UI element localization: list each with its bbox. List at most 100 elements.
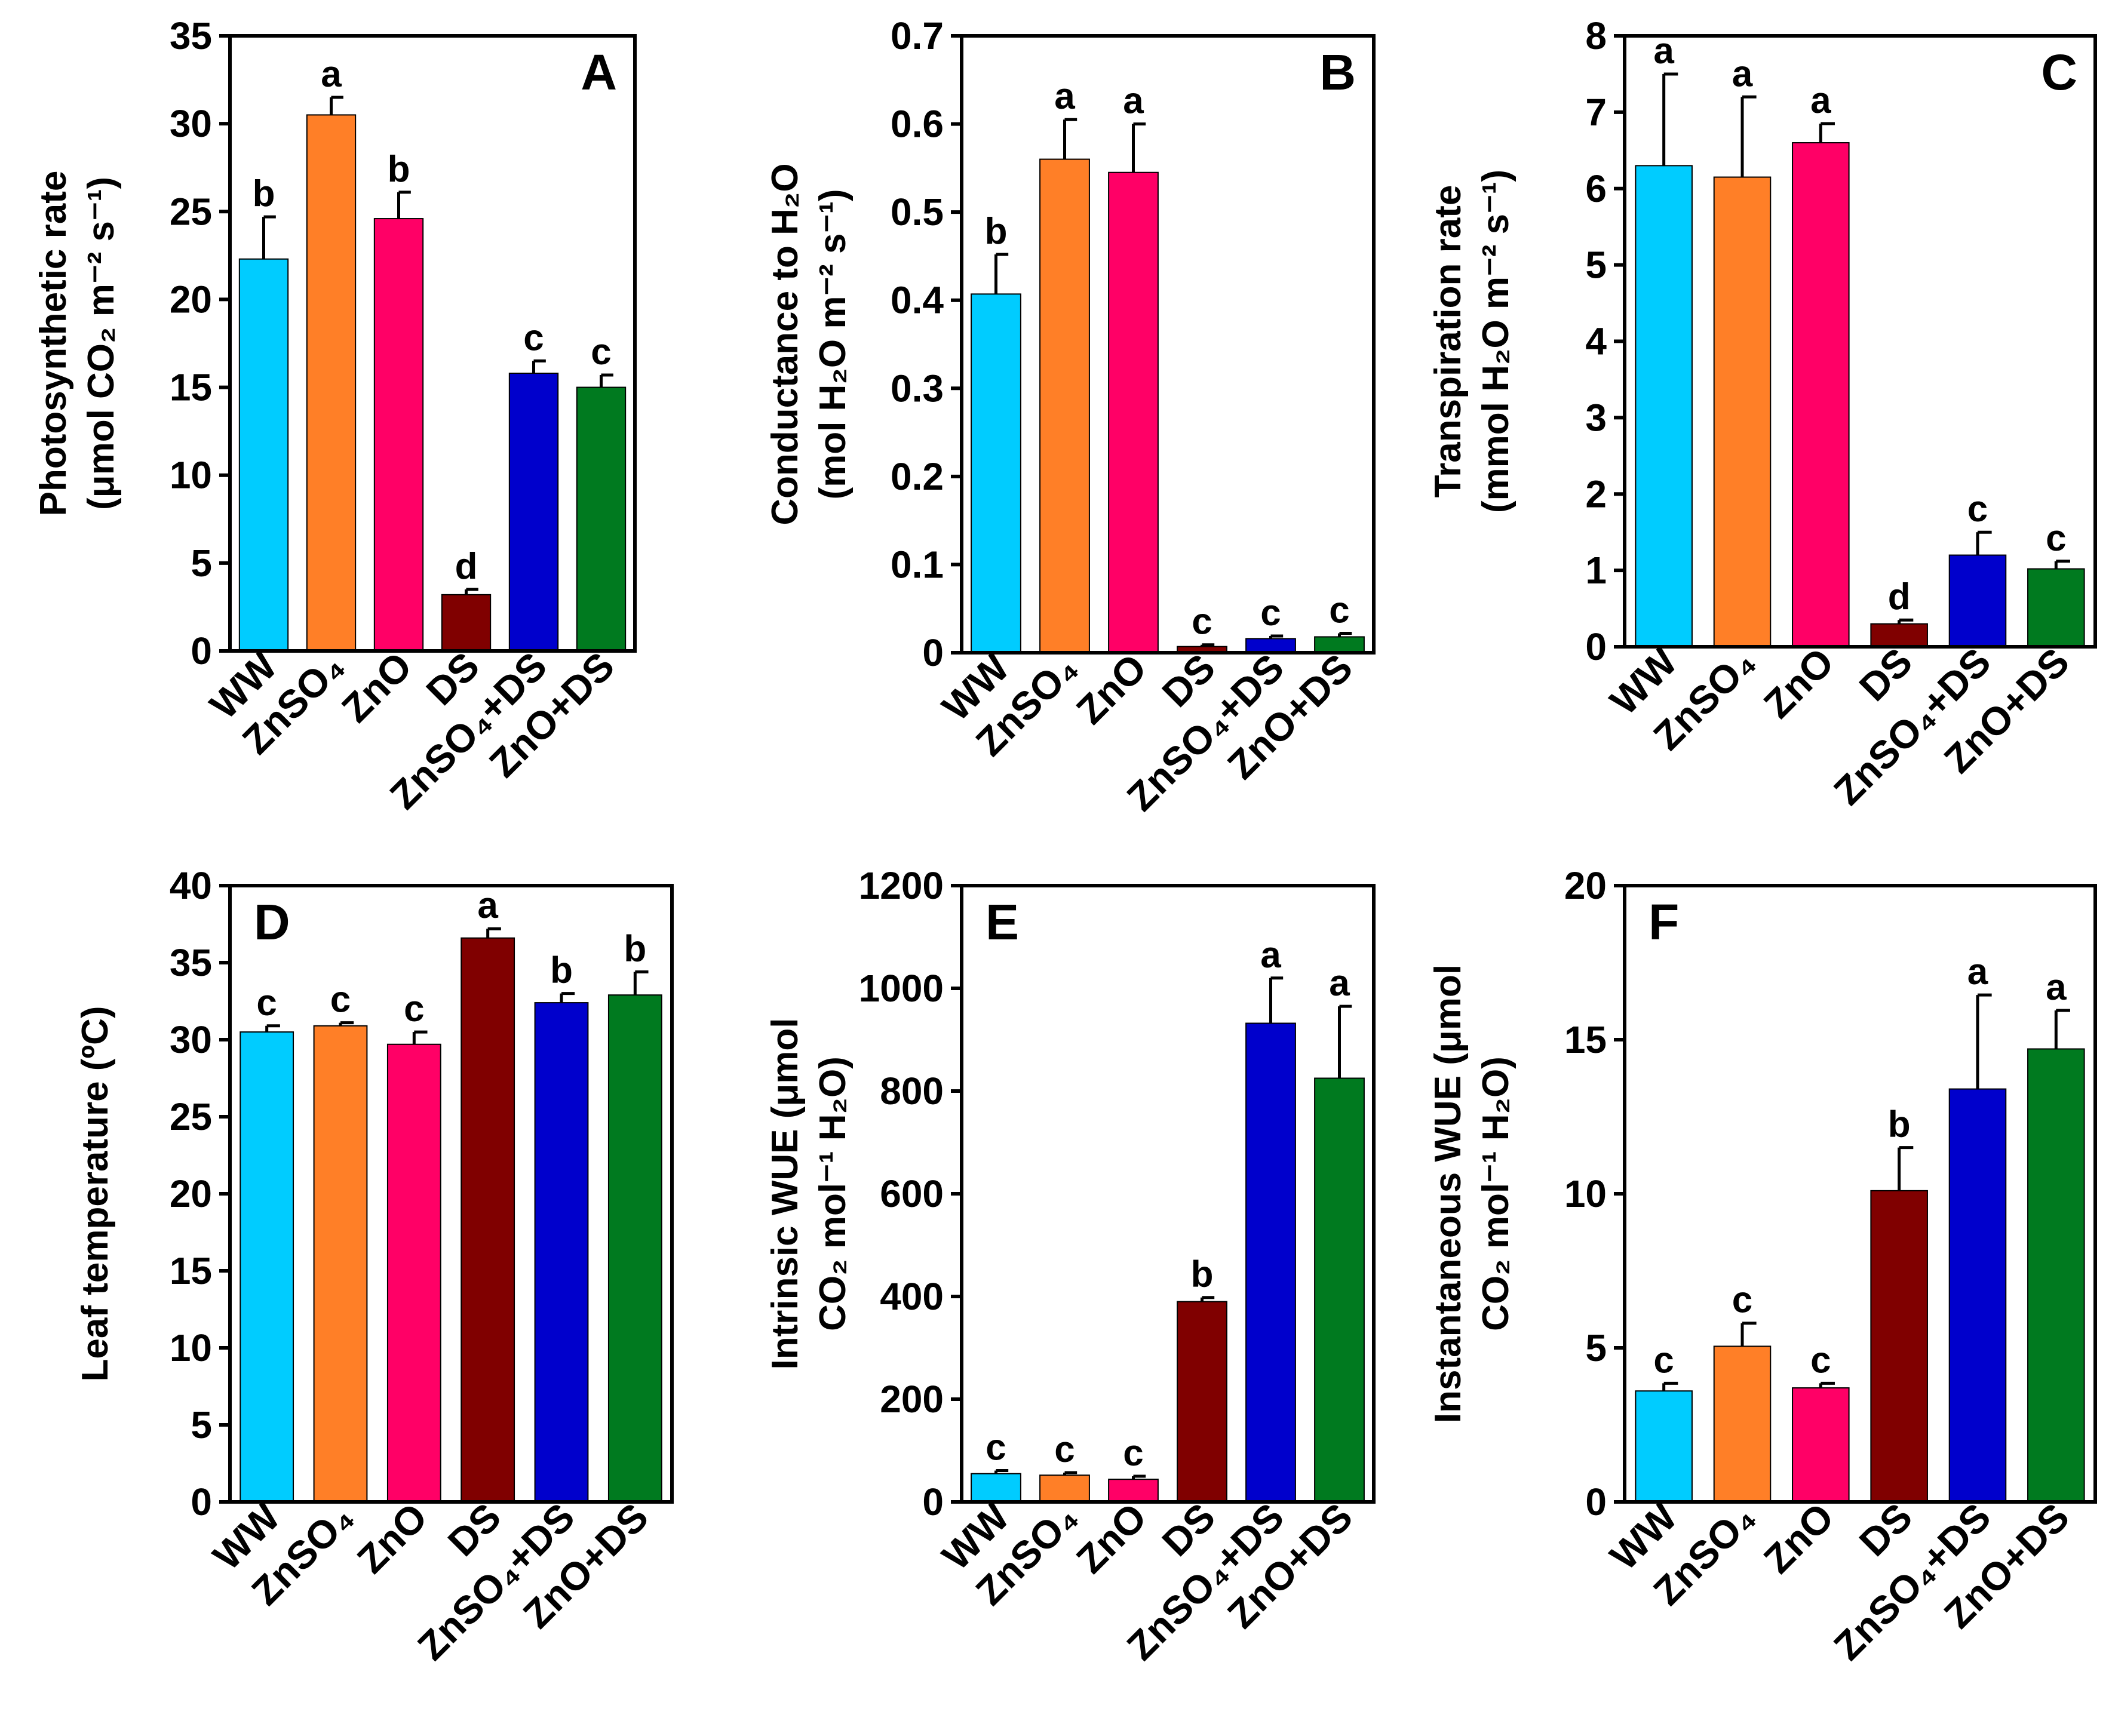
y-tick-label: 0.7 <box>891 14 944 57</box>
y-tick-label: 15 <box>170 1249 212 1292</box>
y-tick-label: 20 <box>1564 864 1607 907</box>
y-tick-label: 10 <box>170 1326 212 1369</box>
y-tick-label: 0.2 <box>891 455 944 498</box>
panel-label: D <box>254 894 290 950</box>
significance-label: a <box>321 54 342 95</box>
significance-label: c <box>986 1427 1006 1468</box>
significance-label: b <box>388 149 410 190</box>
y-tick-label: 0 <box>922 1480 944 1523</box>
y-tick-label: 800 <box>880 1070 944 1113</box>
y-tick-label: 0.4 <box>891 279 944 322</box>
y-axis-label: Instantaneous WUE (μmol <box>1428 964 1469 1423</box>
bar <box>1792 1387 1850 1503</box>
y-tick-label: 0.6 <box>891 103 944 146</box>
panel-label: C <box>2041 44 2077 100</box>
panel-b: 00.10.20.30.40.50.60.7bWWaZnSO₄aZnOcDScZ… <box>765 14 1376 819</box>
significance-label: a <box>1329 963 1350 1004</box>
significance-label: a <box>1054 76 1075 117</box>
significance-label: b <box>1191 1254 1214 1295</box>
bar <box>607 994 662 1503</box>
bar <box>1870 1190 1928 1503</box>
bar <box>1177 1301 1227 1503</box>
y-tick-label: 400 <box>880 1275 944 1318</box>
plot-frame <box>228 34 637 653</box>
y-tick-label: 40 <box>170 864 212 907</box>
significance-label: c <box>1810 1339 1831 1381</box>
y-tick-label: 0 <box>922 631 944 674</box>
significance-label: c <box>1192 601 1212 643</box>
significance-label: b <box>1888 1104 1911 1145</box>
y-axis-label: Intrinsic WUE (μmol <box>765 1018 806 1369</box>
bar <box>2027 568 2085 647</box>
y-tick-label: 1200 <box>859 864 944 907</box>
y-axis-label: Conductance to H₂O <box>765 163 806 525</box>
y-tick-label: 0.3 <box>891 367 944 410</box>
bar <box>1314 636 1365 653</box>
bar <box>1039 158 1090 654</box>
bar <box>1713 1345 1772 1503</box>
significance-label: b <box>550 950 573 991</box>
bar <box>971 293 1021 653</box>
panel-label: E <box>986 894 1019 950</box>
bar <box>1108 1479 1159 1503</box>
significance-label: a <box>1260 935 1281 976</box>
y-tick-label: 25 <box>170 1095 212 1138</box>
y-tick-label: 25 <box>170 190 212 233</box>
significance-label: a <box>1967 951 1988 993</box>
y-axis-label: Leaf temperature (ºC) <box>75 1006 116 1382</box>
y-axis-label: Photosynthetic rate <box>33 171 74 517</box>
significance-label: c <box>1260 592 1281 634</box>
bar <box>1792 142 1850 647</box>
plot-frame <box>1623 34 2097 649</box>
y-axis-unit-label: CO₂ mol⁻¹ H₂O) <box>812 1056 854 1331</box>
y-tick-label: 600 <box>880 1172 944 1215</box>
y-tick-label: 10 <box>170 454 212 497</box>
panel-label: A <box>581 44 617 100</box>
significance-label: c <box>1123 1433 1143 1474</box>
bar <box>306 114 357 652</box>
bar <box>1314 1077 1365 1503</box>
significance-label: c <box>330 979 351 1021</box>
bar <box>1635 1390 1693 1503</box>
x-tick-label: ZnO <box>349 1495 436 1582</box>
y-tick-label: 5 <box>191 1403 212 1446</box>
y-tick-label: 20 <box>170 1172 212 1215</box>
significance-label: d <box>455 546 478 587</box>
significance-label: b <box>624 928 646 969</box>
y-tick-label: 20 <box>170 278 212 321</box>
bar <box>461 937 515 1503</box>
x-tick-label: ZnO <box>333 644 420 731</box>
plot-frame <box>960 34 1376 655</box>
plot-frame <box>960 884 1376 1504</box>
y-tick-label: 0 <box>1585 625 1607 668</box>
y-axis-unit-label: CO₂ mol⁻¹ H₂O) <box>1475 1056 1516 1331</box>
panel-a: 05101520253035bWWaZnSO₄bZnOdDScZnSO₄+DSc… <box>33 14 637 818</box>
y-tick-label: 15 <box>1564 1018 1607 1061</box>
y-tick-label: 5 <box>1585 244 1607 287</box>
y-tick-label: 0 <box>1585 1480 1607 1523</box>
significance-label: c <box>1054 1429 1075 1470</box>
y-tick-label: 7 <box>1585 91 1607 134</box>
y-tick-label: 5 <box>191 542 212 585</box>
y-axis-unit-label: (mmol H₂O m⁻² s⁻¹) <box>1475 170 1516 513</box>
bar <box>1039 1474 1090 1503</box>
y-tick-label: 35 <box>170 941 212 984</box>
x-tick-label: ZnO <box>1068 1495 1155 1582</box>
significance-label: a <box>477 885 498 926</box>
y-tick-label: 1000 <box>859 967 944 1010</box>
significance-label: a <box>1123 81 1144 122</box>
panel-f: 05101520cWWcZnSO₄cZnObDSaZnSO₄+DSaZnO+DS… <box>1428 864 2097 1669</box>
x-tick-label: ZnO <box>1068 646 1155 733</box>
bar <box>576 386 627 652</box>
y-tick-label: 2 <box>1585 472 1607 515</box>
y-tick-label: 30 <box>170 1018 212 1061</box>
significance-label: a <box>1732 53 1753 94</box>
significance-label: c <box>404 988 424 1030</box>
significance-label: a <box>2046 967 2067 1008</box>
bar <box>1245 1022 1296 1503</box>
significance-label: b <box>253 173 275 214</box>
bar <box>240 1031 294 1503</box>
bar <box>1870 623 1928 647</box>
significance-label: c <box>1967 488 1988 530</box>
